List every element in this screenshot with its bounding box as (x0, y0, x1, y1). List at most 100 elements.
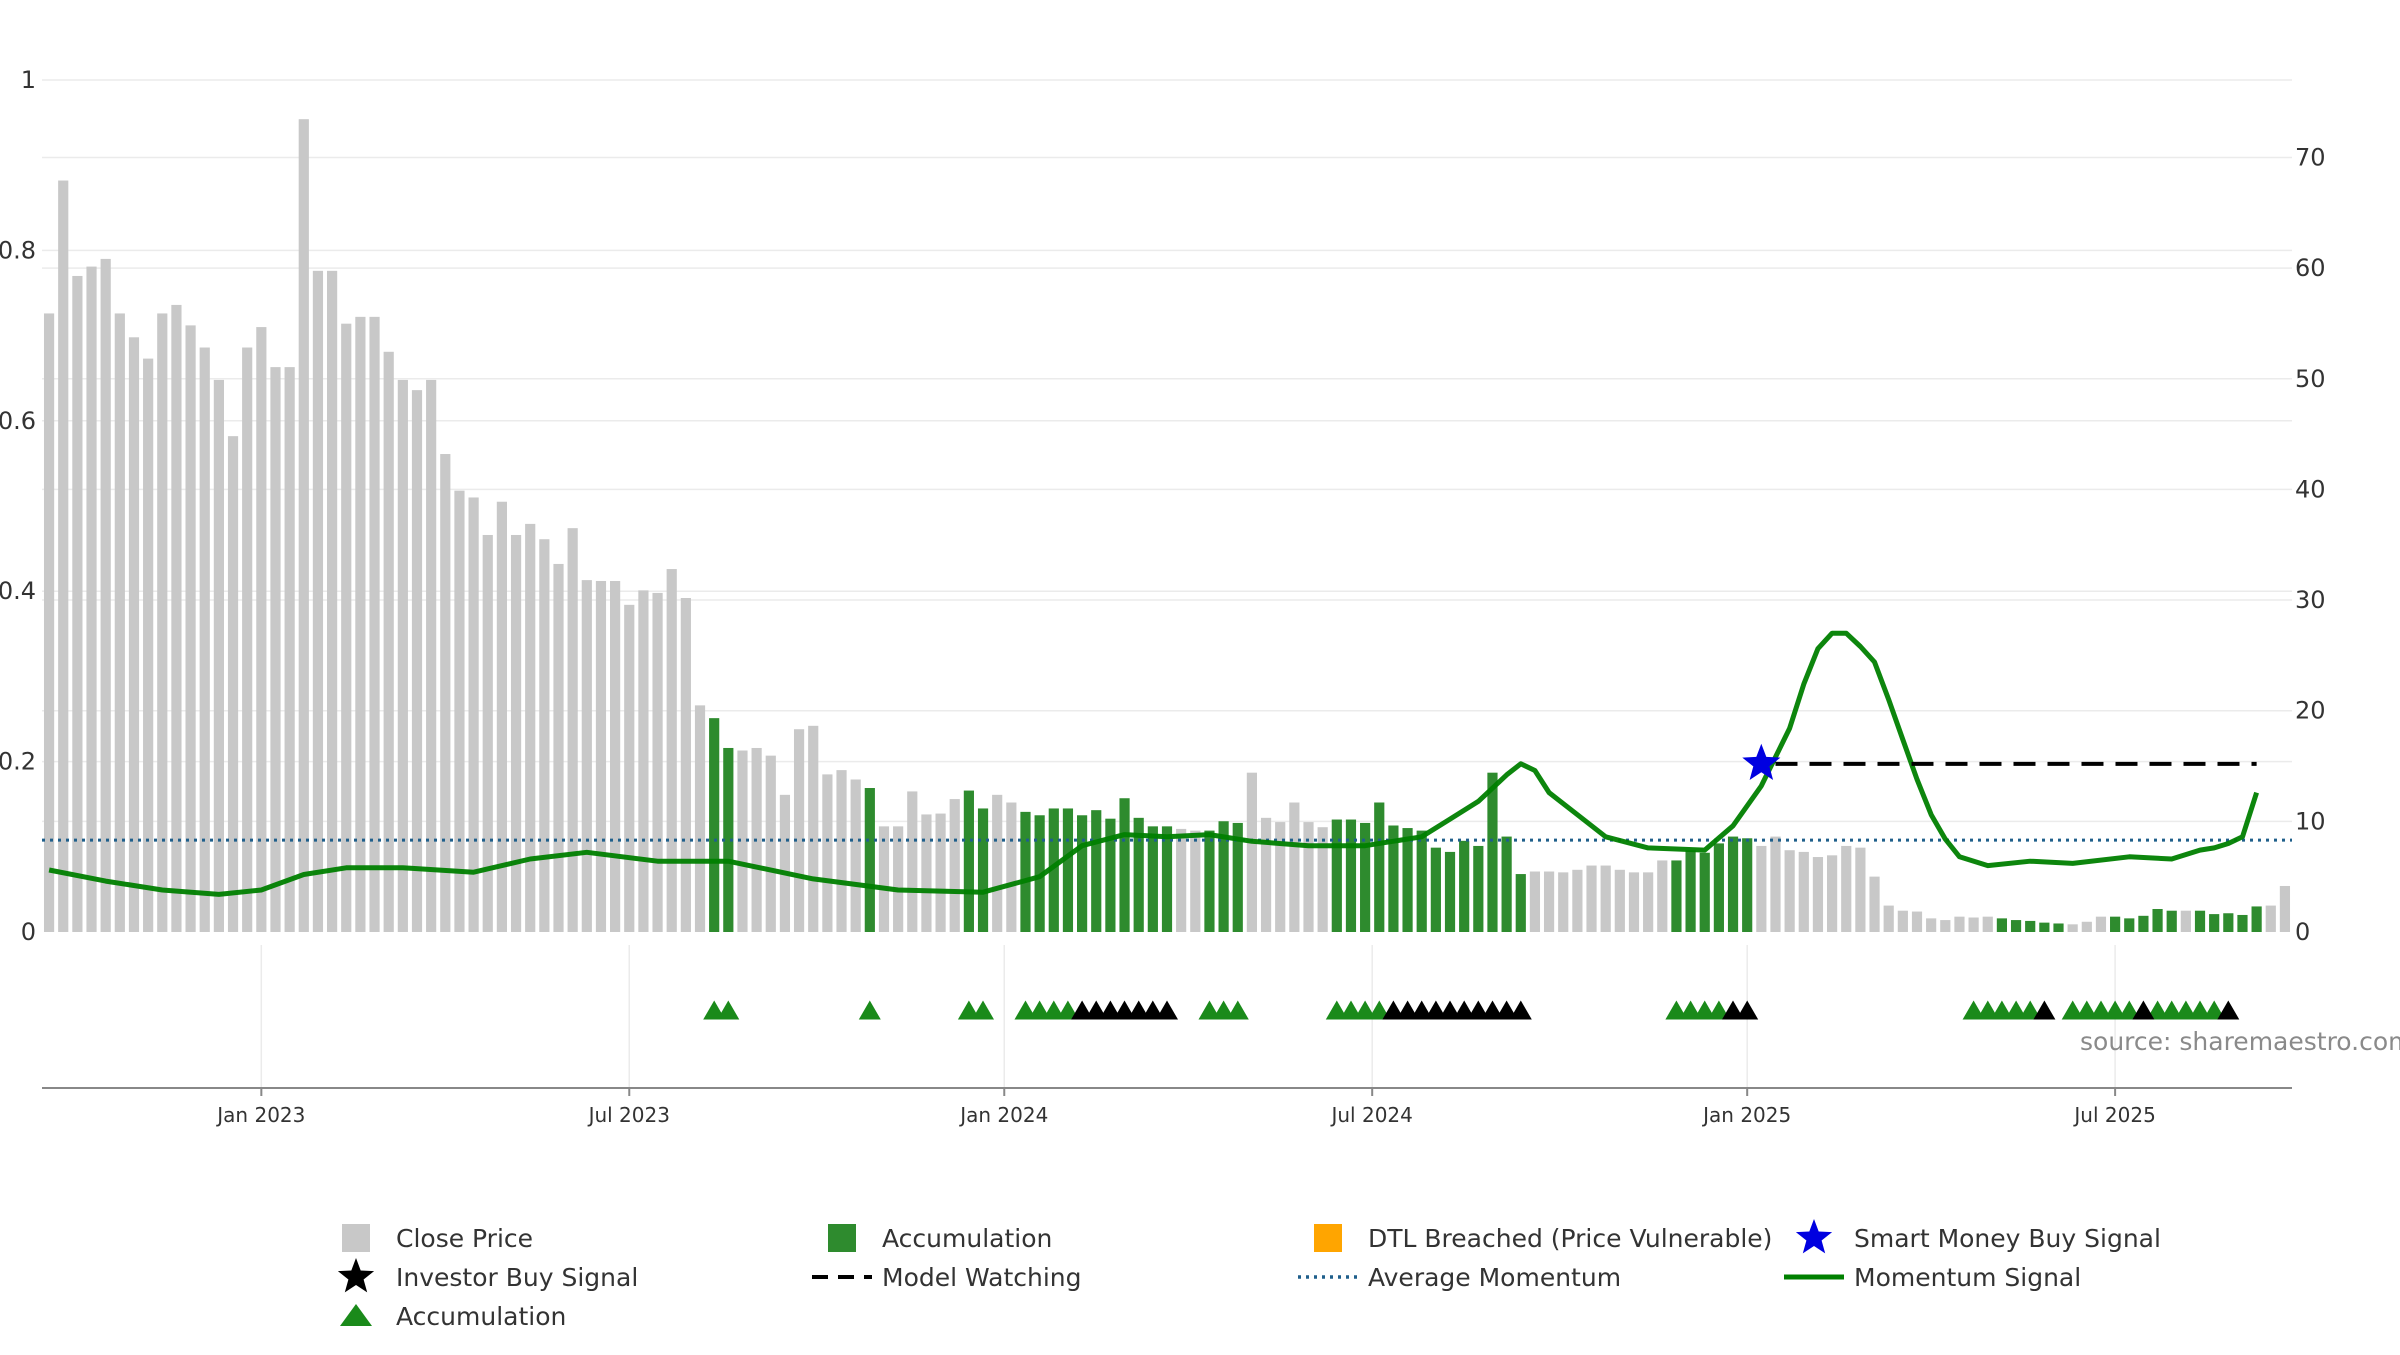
investor-buy-triangle (2217, 1000, 2240, 1020)
accumulation-bar (1232, 822, 1243, 932)
bars-layer (43, 119, 2291, 933)
left-axis-tick-label: 0.2 (0, 748, 36, 776)
accumulation-triangle (2104, 1000, 2127, 1020)
x-axis-tick-label: Jan 2025 (1701, 1103, 1791, 1127)
close-price-bar (595, 580, 607, 932)
left-axis-tick-label: 1 (21, 66, 36, 94)
accumulation-triangle (1226, 1000, 1249, 1020)
right-axis-tick-label: 60 (2295, 254, 2326, 282)
accumulation-bar (1133, 817, 1144, 932)
close-price-bar (553, 563, 564, 932)
investor-buy-triangle (1396, 1000, 1419, 1020)
legend-label: Momentum Signal (1854, 1263, 2081, 1292)
accumulation-bar (2166, 910, 2177, 932)
accumulation-bar (723, 747, 734, 932)
close-price-bar (227, 436, 239, 932)
accumulation-triangle (2019, 1000, 2042, 1020)
legend: Close Price Accumulation DTL Breached (Pri… (337, 1219, 2161, 1331)
accumulation-triangle (1198, 1000, 1221, 1020)
close-price-bar (2081, 921, 2092, 932)
close-price-bar (1643, 872, 1654, 932)
close-price-bar (921, 814, 932, 932)
accumulation-bar (1020, 811, 1031, 932)
close-price-bar (114, 313, 125, 932)
close-price-bar (256, 327, 267, 933)
close-price-bar (1006, 802, 1017, 932)
accumulation-bar (864, 788, 875, 932)
accumulation-bar (963, 790, 974, 932)
close-price-bar (58, 180, 69, 932)
accumulation-bar (2209, 914, 2220, 932)
legend-item-momentum-signal: Momentum Signal (1784, 1263, 2081, 1292)
close-price-bar (426, 379, 437, 932)
accumulation-bar (1091, 810, 1102, 932)
accumulation-triangle (2160, 1000, 2183, 1020)
legend-item-smart-money: Smart Money Buy Signal (1795, 1219, 2161, 1254)
accumulation-bar (1161, 826, 1173, 932)
close-price-bar (468, 497, 479, 932)
close-price-bar (510, 534, 522, 932)
right-axis-tick-label: 10 (2295, 807, 2326, 835)
close-price-bar (100, 258, 111, 932)
legend-label: Average Momentum (1368, 1263, 1621, 1292)
accumulation-triangle (1707, 1000, 1730, 1020)
accumulation-triangle (1014, 1000, 1037, 1020)
close-price-bar (1176, 828, 1187, 932)
accumulation-triangle (717, 1000, 740, 1020)
accumulation-triangle (1990, 1000, 2013, 1020)
markers-layer (703, 743, 2240, 1020)
x-axis-tick-label: Jan 2023 (215, 1103, 305, 1127)
investor-buy-triangle (1722, 1000, 1744, 1020)
close-price-bar (850, 779, 861, 932)
accumulation-triangle (1693, 1000, 1716, 1020)
close-price-bar (157, 313, 168, 932)
accumulation-triangle (1056, 1000, 1079, 1020)
legend-star-icon (1795, 1219, 1833, 1254)
close-price-bar (270, 367, 281, 932)
accumulation-bar (1671, 860, 1682, 932)
legend-star-icon (337, 1258, 375, 1293)
legend-label: Accumulation (396, 1302, 566, 1331)
right-axis-tick-label: 30 (2295, 586, 2326, 614)
close-price-bar (1855, 847, 1866, 932)
close-price-bar (1303, 822, 1314, 932)
accumulation-bar (2010, 920, 2022, 932)
accumulation-bar (1444, 851, 1456, 932)
accumulation-bar (2039, 922, 2050, 932)
accumulation-bar (1416, 830, 1427, 932)
close-price-bar (1260, 817, 1272, 932)
legend-swatch (1314, 1224, 1342, 1252)
legend-label: Close Price (396, 1224, 533, 1253)
close-price-bar (1586, 865, 1597, 932)
investor-buy-triangle (1495, 1000, 1518, 1020)
close-price-bar (907, 791, 918, 932)
close-price-bar (1911, 911, 1923, 932)
accumulation-triangle (1042, 1000, 1065, 1020)
close-price-bar (1968, 917, 1979, 932)
lines-layer (42, 630, 2292, 897)
accumulation-bar (2138, 915, 2149, 932)
close-price-bar (1812, 857, 1824, 932)
close-price-bar (1543, 871, 1555, 932)
close-price-bar (1529, 871, 1541, 932)
investor-buy-triangle (1453, 1000, 1476, 1020)
legend-item-model-watching: Model Watching (812, 1263, 1082, 1292)
accumulation-bar (2152, 908, 2163, 932)
close-price-bar (935, 813, 946, 932)
close-price-bar (680, 598, 691, 932)
legend-label: DTL Breached (Price Vulnerable) (1368, 1224, 1772, 1253)
close-price-bar (1926, 918, 1937, 932)
accumulation-bar (1402, 828, 1413, 932)
accumulation-triangle (2203, 1000, 2226, 1020)
legend-item-investor-buy: Investor Buy Signal (337, 1258, 638, 1293)
close-price-bar (1289, 802, 1300, 932)
investor-buy-triangle (1141, 1000, 1164, 1020)
legend-label: Investor Buy Signal (396, 1263, 638, 1292)
close-price-bar (2067, 924, 2078, 932)
investor-buy-triangle (1099, 1000, 1122, 1020)
accumulation-triangle (858, 1000, 881, 1020)
left-axis-tick-label: 0.6 (0, 407, 36, 435)
close-price-bar (185, 325, 196, 933)
accumulation-triangle (1368, 1000, 1391, 1020)
accumulation-triangle (1325, 1000, 1348, 1020)
